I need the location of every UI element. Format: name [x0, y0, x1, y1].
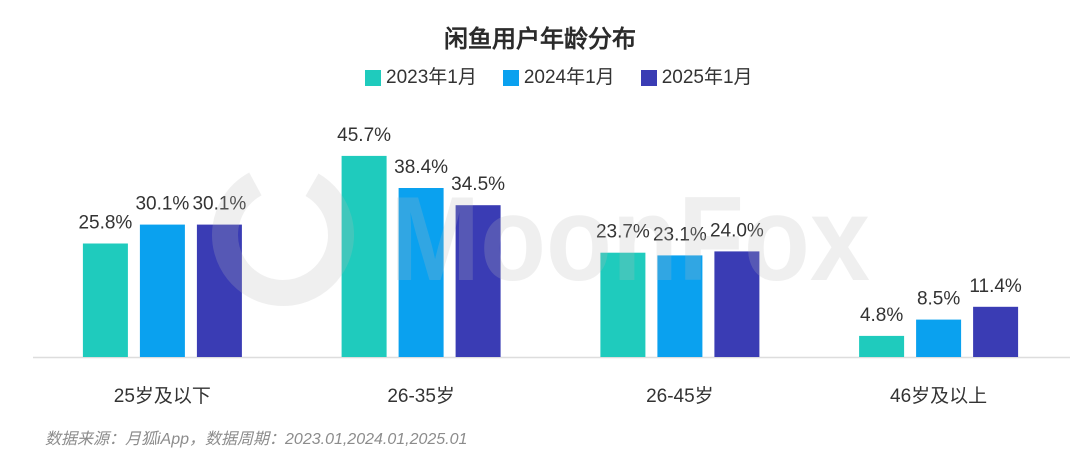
- category-label-1: 25岁及以下: [114, 385, 211, 407]
- legend-label-series-3: 2025年1月: [661, 67, 753, 88]
- category-label-2: 26-35岁: [387, 385, 455, 407]
- chart-title: 闲鱼用户年龄分布: [444, 26, 636, 53]
- data-source-note: 数据来源：月狐iApp，数据周期：2023.01,2024.01,2025.01: [45, 431, 468, 448]
- legend-label-series-1: 2023年1月: [386, 67, 477, 88]
- data-label-series-1-cat-1: 25.8%: [78, 213, 132, 234]
- bar-series-2-cat-4: [916, 319, 962, 357]
- legend-swatch-series-1: [365, 70, 381, 86]
- data-label-series-3-cat-4: 11.4%: [969, 276, 1022, 297]
- data-label-series-2-cat-2: 38.4%: [394, 157, 448, 178]
- data-label-series-1-cat-2: 45.7%: [337, 125, 391, 146]
- data-label-series-2-cat-1: 30.1%: [135, 194, 189, 215]
- legend-label-series-2: 2024年1月: [523, 67, 615, 88]
- data-label-series-2-cat-3: 23.1%: [653, 224, 707, 245]
- category-axis-labels: 25岁及以下 26-35岁 26-45岁 46岁及以上: [114, 385, 987, 407]
- bar-series-2-cat-1: [139, 224, 185, 357]
- data-labels-group: 25.8%30.1% 30.1%45.7%38.4%34.5%23.7% 23.1%…: [78, 125, 1021, 326]
- data-label-series-3-cat-3: 24.0%: [710, 220, 764, 241]
- bar-series-2-cat-3: [657, 255, 703, 357]
- legend: 2023年1月 2024年1月 2025年1月: [365, 66, 753, 90]
- bar-series-3-cat-2: [455, 205, 501, 357]
- bar-series-3-cat-1: [196, 224, 242, 357]
- bars-group: [82, 155, 1019, 357]
- category-label-3: 26-45岁: [646, 385, 714, 407]
- data-label-series-2-cat-4: 8.5%: [917, 289, 960, 310]
- bar-series-3-cat-3: [714, 251, 760, 357]
- data-label-series-1-cat-3: 23.7%: [596, 222, 650, 243]
- bar-series-1-cat-1: [82, 243, 128, 357]
- legend-item-series-2: 2024年1月: [502, 66, 615, 90]
- bar-series-1-cat-2: [341, 155, 387, 357]
- legend-item-series-3: 2025年1月: [640, 66, 753, 90]
- bar-series-1-cat-4: [859, 335, 905, 357]
- bar-series-1-cat-3: [600, 252, 646, 357]
- legend-swatch-series-2: [502, 70, 519, 86]
- legend-item-series-1: 2023年1月: [365, 66, 477, 90]
- bar-series-2-cat-2: [398, 188, 444, 357]
- moonfox-watermark: MoonFox: [212, 164, 870, 306]
- legend-swatch-series-3: [640, 70, 657, 86]
- data-label-series-3-cat-1: 30.1%: [192, 194, 246, 215]
- bar-series-3-cat-4: [973, 306, 1019, 357]
- category-label-4: 46岁及以上: [890, 385, 987, 407]
- data-label-series-1-cat-4: 4.8%: [860, 305, 903, 326]
- data-label-series-3-cat-2: 34.5%: [451, 174, 505, 195]
